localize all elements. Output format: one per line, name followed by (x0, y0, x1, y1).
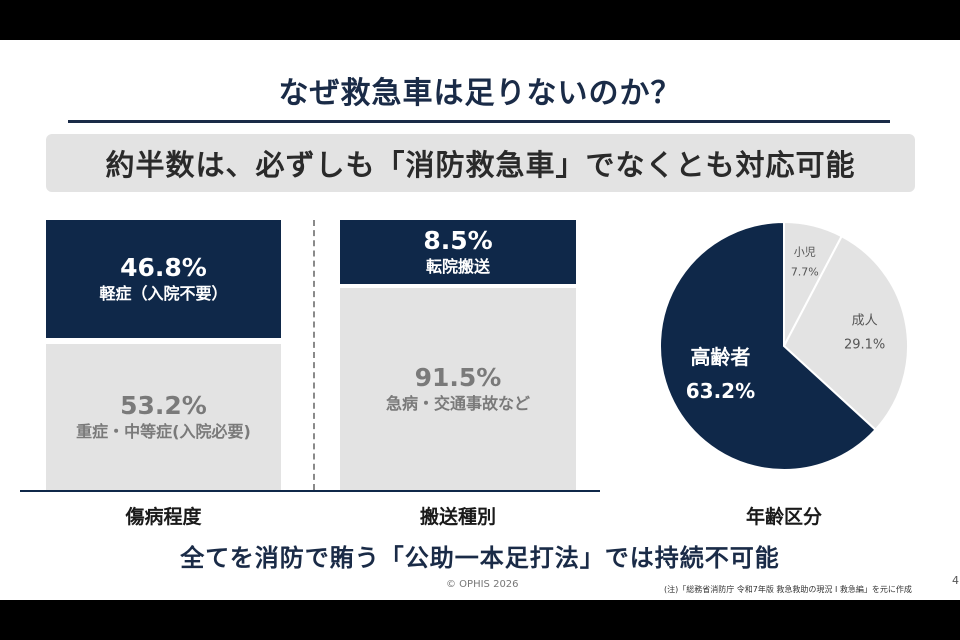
page-number: 4 (952, 574, 959, 587)
transport-emergency-pct: 91.5% (414, 362, 502, 392)
subtitle-banner: 約半数は、必ずしも「消防救急車」でなくとも対応可能 (46, 134, 915, 192)
age-pie-chart: 小児 7.7% 成人 29.1% 高齢者 63.2% (659, 220, 909, 471)
age-category-label: 年齢区分 (745, 506, 822, 528)
copyright: © OPHIS 2026 (446, 579, 519, 590)
letterbox-top (0, 0, 960, 40)
injury-mild-pct: 46.8% (120, 252, 207, 282)
injury-mild-bar: 46.8% 軽症（入院不要） (46, 220, 281, 338)
transport-transfer-label: 転院搬送 (425, 256, 490, 276)
slide-title: なぜ救急車は足りないのか？ (278, 76, 682, 111)
pie-slice-0 (659, 220, 877, 471)
pie-value-1: 7.7% (791, 266, 819, 279)
subtitle-text: 約半数は、必ずしも「消防救急車」でなくとも対応可能 (105, 148, 856, 182)
dashed-divider (313, 220, 315, 490)
pie-value-2: 29.1% (844, 337, 885, 352)
transport-emergency-label: 急病・交通事故など (385, 393, 530, 413)
transport-transfer-pct: 8.5% (423, 225, 493, 255)
slide: なぜ救急車は足りないのか？ 約半数は、必ずしも「消防救急車」でなくとも対応可能 … (0, 40, 960, 600)
letterbox-bottom (0, 600, 960, 640)
injury-mild-label: 軽症（入院不要） (99, 283, 228, 303)
transport-category-label: 搬送種別 (419, 506, 496, 528)
source-note: (注)「総務省消防庁 令和7年版 救急救助の現況 Ⅰ 救急編」を元に作成 (664, 585, 912, 594)
bar-baseline (20, 490, 600, 492)
pie-label-2: 成人 (852, 313, 878, 328)
pie-slice-2 (782, 234, 909, 432)
injury-severe-label: 重症・中等症(入院必要) (76, 421, 251, 441)
injury-category-label: 傷病程度 (125, 506, 202, 528)
transport-transfer-bar: 8.5% 転院搬送 (340, 220, 576, 284)
injury-severe-pct: 53.2% (120, 390, 207, 420)
conclusion-text: 全てを消防で賄う「公助一本足打法」では持続不可能 (180, 544, 780, 572)
pie-label-1: 小児 (794, 246, 816, 259)
pie-value-0: 63.2% (686, 379, 755, 403)
injury-severe-bar: 53.2% 重症・中等症(入院必要) (46, 344, 281, 490)
title-underline (68, 120, 890, 123)
pie-label-0: 高齢者 (690, 345, 750, 369)
transport-emergency-bar: 91.5% 急病・交通事故など (340, 288, 576, 490)
